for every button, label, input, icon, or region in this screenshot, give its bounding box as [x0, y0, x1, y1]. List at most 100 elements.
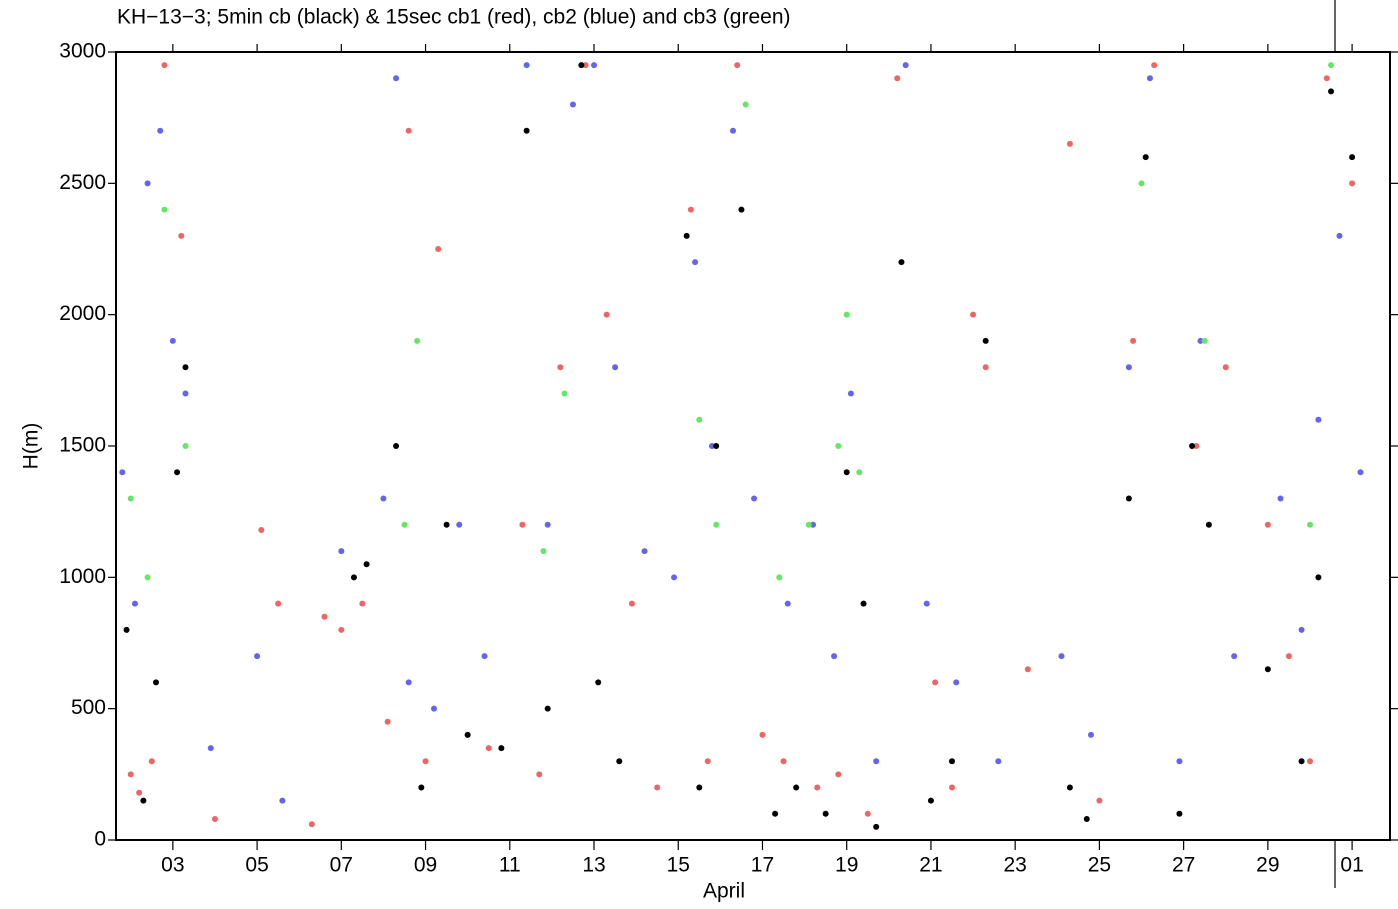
point	[970, 311, 977, 318]
point	[405, 679, 412, 686]
point	[1189, 443, 1196, 449]
point	[430, 705, 437, 712]
point	[729, 127, 736, 134]
point	[734, 62, 741, 69]
point	[161, 62, 168, 69]
point	[1306, 758, 1313, 765]
point	[1066, 140, 1073, 147]
point	[738, 206, 745, 213]
point	[1328, 62, 1335, 69]
point	[279, 797, 286, 804]
point	[536, 771, 543, 778]
point	[321, 613, 328, 620]
point	[435, 246, 442, 252]
point	[1197, 337, 1204, 344]
point	[148, 758, 155, 765]
point	[641, 548, 648, 555]
point	[405, 127, 412, 134]
point	[211, 815, 218, 822]
point	[393, 443, 400, 449]
point	[540, 548, 547, 555]
point	[595, 679, 602, 686]
point	[953, 679, 960, 686]
point	[713, 521, 720, 528]
x-tick-label: 09	[414, 854, 437, 877]
point	[805, 521, 812, 528]
point	[207, 745, 214, 752]
point	[578, 62, 585, 69]
point	[140, 797, 147, 804]
point	[873, 758, 880, 765]
point	[708, 443, 715, 449]
point	[178, 232, 185, 239]
point	[350, 574, 357, 581]
point	[1176, 810, 1183, 817]
point	[751, 495, 758, 502]
point	[275, 600, 282, 607]
point	[464, 731, 471, 738]
point	[456, 521, 463, 528]
y-tick-label: 1000	[59, 565, 106, 588]
point	[582, 62, 589, 69]
point	[831, 653, 838, 660]
point	[784, 600, 791, 607]
x-tick-label: 25	[1088, 854, 1111, 877]
point	[1336, 232, 1343, 239]
point	[1357, 469, 1364, 476]
point	[414, 337, 421, 344]
point	[393, 75, 400, 82]
x-tick-label: 11	[499, 854, 521, 877]
point	[902, 62, 909, 69]
point	[144, 574, 151, 581]
x-tick-label: 21	[919, 854, 942, 877]
point	[612, 364, 619, 371]
x-tick-label: 15	[667, 854, 690, 877]
point	[864, 810, 871, 817]
y-tick-label: 3000	[59, 40, 106, 63]
x-tick-label: 23	[1003, 854, 1026, 877]
point	[856, 469, 863, 476]
x-tick-label: 27	[1172, 854, 1195, 877]
point	[1315, 574, 1322, 581]
point	[628, 600, 635, 607]
chart-title: KH−13−3; 5min cb (black) & 15sec cb1 (re…	[117, 6, 791, 29]
x-axis-label: April	[703, 880, 745, 903]
point	[1264, 666, 1271, 673]
point	[182, 443, 189, 449]
point	[523, 62, 530, 69]
point	[443, 521, 450, 528]
point	[1205, 521, 1212, 528]
point	[127, 771, 134, 778]
point	[136, 789, 143, 796]
x-tick-label: 07	[330, 854, 353, 877]
x-tick-label: 19	[835, 854, 858, 877]
point	[982, 364, 989, 371]
x-tick-label: 03	[161, 854, 184, 877]
point	[144, 180, 151, 187]
point	[422, 758, 429, 765]
point	[780, 758, 787, 765]
point	[995, 758, 1002, 765]
y-tick-label: 0	[94, 828, 106, 851]
point	[923, 600, 930, 607]
point	[776, 574, 783, 581]
y-tick-label: 500	[71, 696, 106, 719]
point	[169, 337, 176, 344]
x-tick-label: 29	[1256, 854, 1279, 877]
point	[793, 784, 800, 791]
y-tick-label: 2000	[59, 302, 106, 325]
point	[153, 679, 160, 686]
point	[927, 797, 934, 804]
point	[359, 600, 366, 607]
point	[498, 745, 505, 752]
point	[860, 600, 867, 607]
point	[1277, 495, 1284, 502]
point	[544, 521, 551, 528]
point	[1222, 364, 1229, 371]
y-tick-label: 1500	[59, 434, 106, 457]
point	[380, 495, 387, 502]
point	[1298, 626, 1305, 633]
x-tick-label: 13	[582, 854, 605, 877]
point	[557, 364, 564, 371]
